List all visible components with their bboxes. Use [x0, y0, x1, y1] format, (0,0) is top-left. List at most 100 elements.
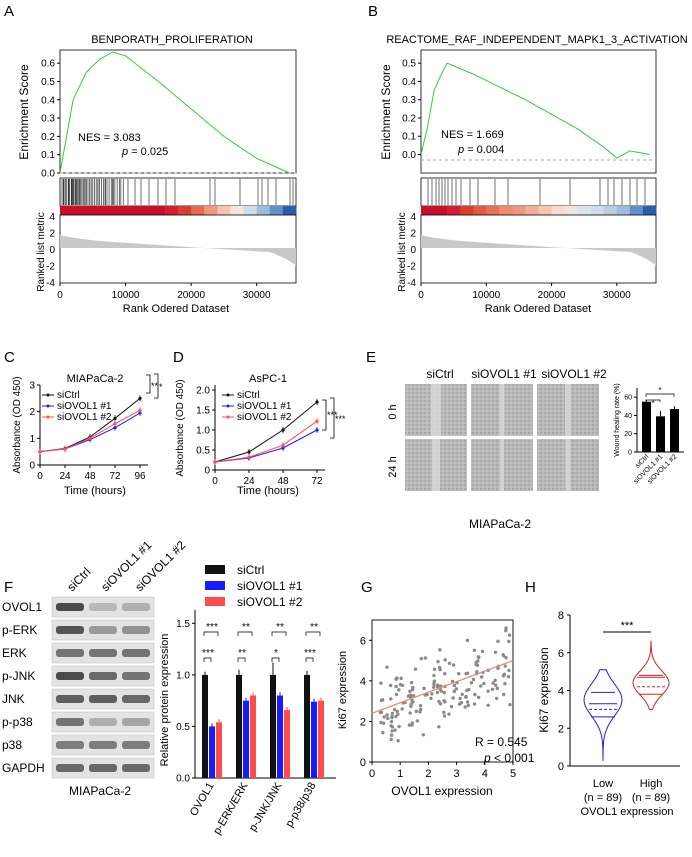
scatter-point — [381, 730, 385, 735]
blot-band — [122, 695, 150, 703]
scatter-point — [390, 729, 394, 733]
x-tick-label: 0 — [212, 476, 218, 487]
blot-band — [89, 764, 117, 772]
bar — [656, 416, 665, 452]
caption-f: MIAPaCa-2 — [69, 784, 131, 798]
scatter-point — [380, 698, 385, 702]
rank-tick-label: 0 — [410, 245, 416, 256]
y-tick-label: 0.5 — [196, 446, 210, 457]
scatter-point — [508, 702, 512, 707]
sig-label: ** — [276, 622, 284, 633]
heat-cell — [178, 206, 192, 215]
y-tick-label: 0.0 — [176, 774, 190, 785]
violins-h — [583, 640, 670, 761]
protein-label: JNK — [2, 692, 25, 706]
blot-band — [56, 741, 84, 749]
scatter-point — [464, 694, 468, 699]
scatter-point — [451, 696, 455, 700]
p-label-g: p — [483, 751, 491, 765]
panel-h: H 0 2 4 6 8 Ki67 expression Low High (n = 89… — [525, 579, 680, 818]
x-tick-label: 10000 — [472, 290, 500, 301]
data-point — [88, 436, 92, 440]
scatter-point — [418, 703, 423, 708]
bar — [243, 700, 249, 778]
scatter-point — [396, 739, 400, 743]
legend-marker — [226, 404, 230, 408]
panel-letter-c: C — [4, 349, 15, 366]
rank-tick-label: 4 — [410, 212, 416, 223]
scatter-point — [458, 696, 462, 701]
scatter-point — [429, 696, 433, 701]
legend-marker — [46, 404, 50, 408]
scatter-point — [460, 692, 464, 697]
scatter-point — [507, 633, 512, 637]
blot-band — [122, 672, 150, 680]
y-tick-label: 6 — [558, 648, 564, 660]
scatter-point — [457, 702, 462, 706]
sig-bracket — [305, 657, 314, 662]
scatter-point — [472, 702, 477, 706]
x-tick-label: 0 — [418, 290, 424, 301]
scatter-point — [435, 690, 440, 695]
bar — [318, 700, 324, 778]
y-tick-label-b: 0.1 — [402, 132, 416, 143]
legend-label: siCtrl — [237, 563, 264, 577]
bar — [202, 674, 208, 778]
sig-bracket — [154, 373, 159, 399]
heat-cell — [525, 206, 539, 215]
es-plot-frame-a — [59, 49, 297, 174]
x-tick-label: 20000 — [538, 290, 566, 301]
sig-label: ** — [310, 622, 318, 633]
blot-band — [89, 603, 117, 611]
legend-marker — [226, 415, 230, 419]
rank-tick-label: -2 — [46, 262, 55, 273]
scatter-point — [501, 692, 506, 697]
panel-g: G 0 1 2 3 4 5 0 2 4 6 Ki67 expression OVOL1 expre… — [337, 579, 535, 798]
blot-band — [89, 741, 117, 749]
scatter-point — [480, 649, 485, 654]
p-label-b: p — [457, 144, 464, 156]
sig-label: *** — [202, 648, 214, 659]
x-tick-label: 48 — [84, 471, 96, 482]
blot-band — [56, 603, 84, 611]
wound-gap — [432, 439, 440, 491]
x-tick-label: 1 — [397, 768, 403, 780]
x-tick-label: 0 — [369, 768, 375, 780]
scatter-point — [408, 695, 413, 699]
scatter-point — [390, 714, 394, 719]
scatter-point — [397, 688, 401, 692]
y-tick-label-a: 0.2 — [41, 132, 55, 143]
sig-bracket — [146, 374, 151, 394]
scatter-point — [415, 719, 419, 723]
y-label-d: Absorbance (OD 450) — [175, 379, 186, 476]
scatter-point — [482, 681, 486, 686]
p-label-a: p — [121, 146, 128, 158]
rank-heatbar-b — [421, 206, 657, 215]
panel-b: B REACTOME_RAF_INDEPENDENT_MAPK1_3_ACTIV… — [368, 3, 688, 315]
heat-cell — [125, 206, 140, 215]
scatter-point — [385, 713, 389, 717]
x-tick-label: p-JNK/JNK — [247, 780, 285, 834]
rank-metric-area-a — [60, 235, 296, 266]
scatter-point — [423, 656, 428, 660]
scatter-point — [503, 664, 507, 668]
heat-cell — [217, 206, 231, 215]
scatter-point — [490, 687, 495, 692]
scatter-point — [411, 693, 416, 698]
bar — [209, 726, 215, 778]
scatter-point — [465, 671, 470, 675]
heat-cell — [151, 206, 166, 215]
heat-cell — [112, 206, 127, 215]
row-label-e-1: 0 h — [387, 404, 399, 419]
scatter-point — [394, 684, 398, 689]
heat-cell — [282, 206, 297, 215]
scatter-point — [447, 661, 452, 665]
scatter-point — [491, 681, 495, 685]
panel-c: C MIAPaCa-2 0 1 2 3 0 24 48 72 96 ** * Absorbance … — [4, 349, 163, 497]
heat-cell — [616, 206, 631, 215]
y-tick-label: 0.5 — [176, 722, 190, 733]
scatter-point — [466, 703, 470, 708]
heat-cell — [486, 206, 500, 215]
sig-label: *** — [327, 410, 338, 420]
scatter-frame-g — [371, 619, 514, 763]
